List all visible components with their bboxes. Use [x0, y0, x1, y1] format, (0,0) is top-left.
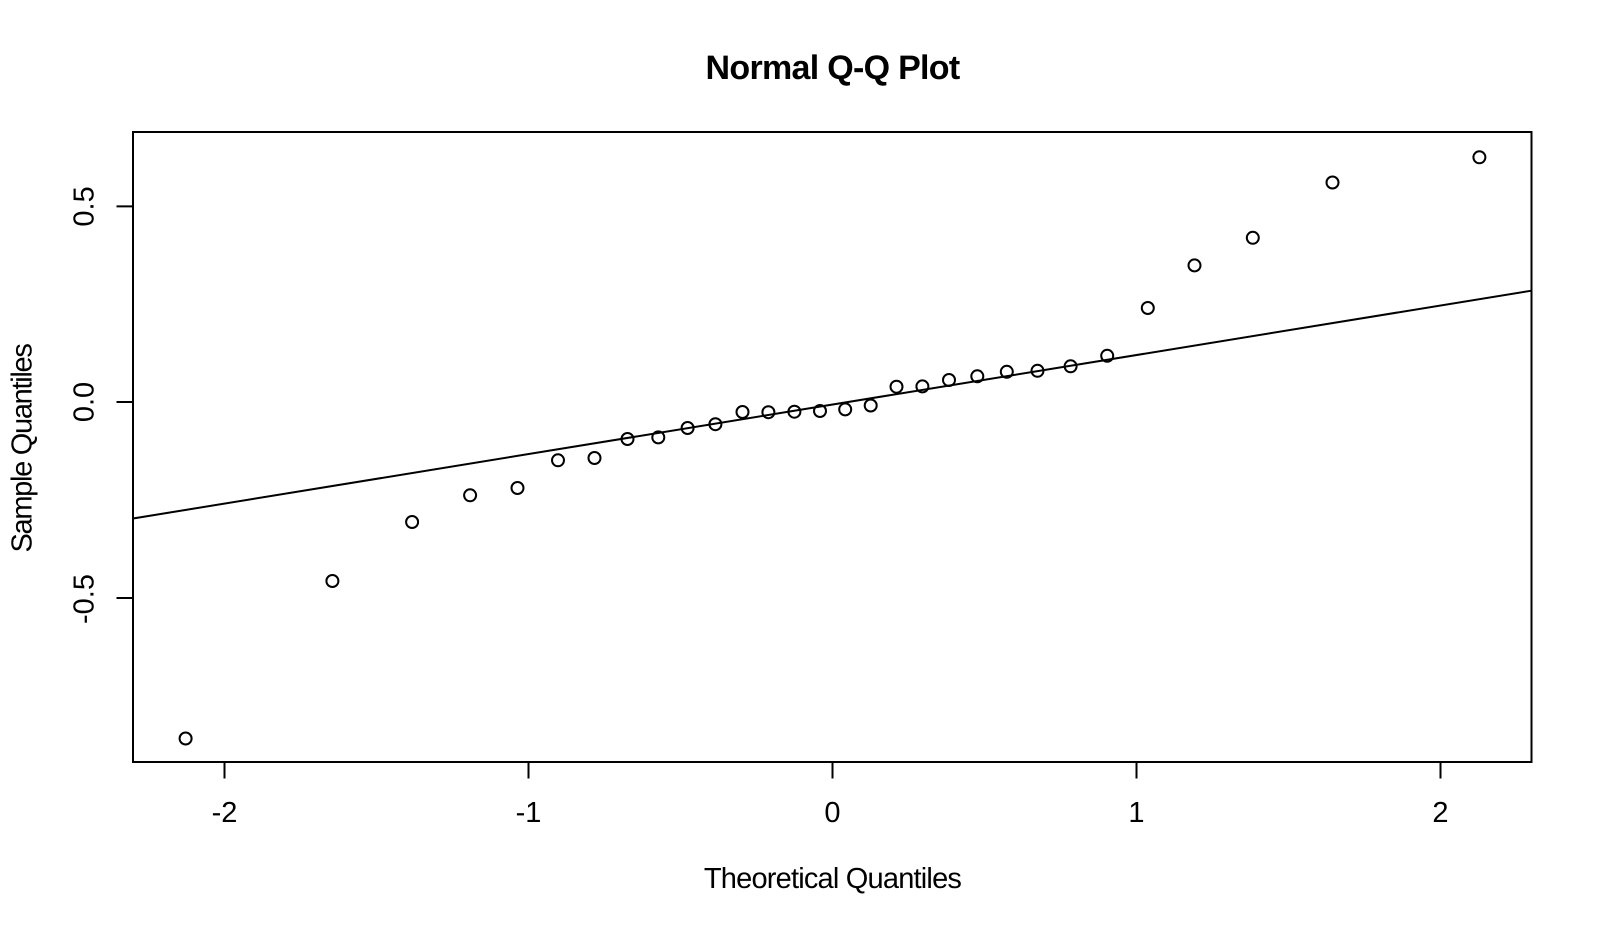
svg-text:Sample Quantiles: Sample Quantiles [7, 344, 39, 553]
svg-text:Theoretical Quantiles: Theoretical Quantiles [704, 863, 962, 895]
svg-text:Normal Q-Q Plot: Normal Q-Q Plot [706, 49, 960, 87]
svg-text:0.5: 0.5 [69, 186, 101, 226]
svg-text:-0.5: -0.5 [69, 574, 101, 624]
svg-text:1: 1 [1128, 797, 1144, 829]
svg-text:-1: -1 [516, 797, 542, 829]
svg-text:0.0: 0.0 [69, 382, 101, 422]
svg-text:0: 0 [824, 797, 840, 829]
svg-text:2: 2 [1432, 797, 1448, 829]
svg-text:-2: -2 [212, 797, 238, 829]
